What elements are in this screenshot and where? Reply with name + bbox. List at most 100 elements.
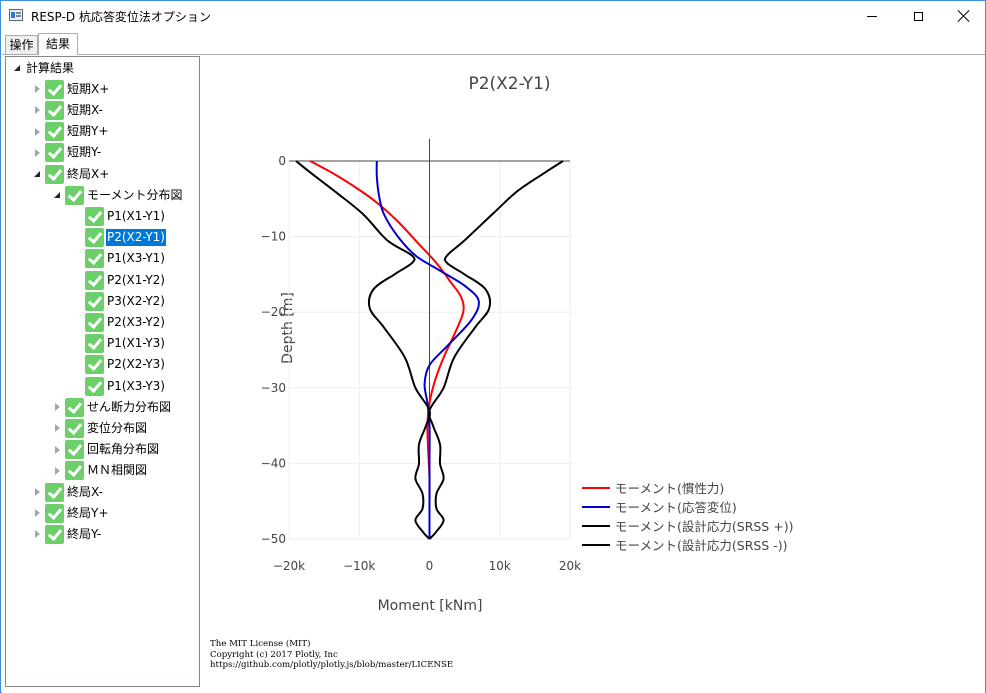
tree-item[interactable]: 短期Y+ (32, 122, 109, 142)
tree-item[interactable]: 終局Y- (32, 524, 102, 544)
expand-arrow-icon[interactable] (52, 423, 62, 433)
collapse-arrow-icon[interactable] (52, 190, 62, 200)
checkmark-icon[interactable] (85, 291, 104, 311)
tree-item[interactable]: 変位分布図 (52, 418, 148, 438)
tree-item[interactable]: P1(X1-Y3) (72, 334, 166, 354)
expand-arrow-icon[interactable] (32, 84, 42, 94)
moment-chart[interactable]: 0 −10 −20 −30 −40 −50 −20k −10k 0 10k 20k モーメント(慣性力… (202, 56, 984, 691)
tree-item[interactable]: 終局Y+ (32, 503, 109, 523)
tree-item[interactable]: P2(X1-Y2) (72, 270, 166, 290)
triangle-right-icon (54, 403, 60, 412)
triangle-right-icon (34, 85, 40, 94)
legend-label[interactable]: モーメント(設計応力(SRSS +)) (615, 519, 793, 534)
tree-item[interactable]: P2(X2-Y1) (72, 228, 167, 248)
tree-item[interactable]: P2(X2-Y3) (72, 355, 166, 375)
checkmark-icon[interactable] (85, 249, 104, 269)
checkmark-icon[interactable] (45, 79, 64, 99)
expand-arrow-icon[interactable] (32, 148, 42, 158)
series-line-srss-minus[interactable] (295, 160, 431, 540)
tree-item[interactable]: せん断力分布図 (52, 397, 172, 417)
tree-spacer (72, 211, 82, 221)
minimize-icon (867, 15, 877, 17)
minimize-button[interactable] (849, 1, 895, 31)
tree-spacer (72, 254, 82, 264)
tree-spacer (72, 360, 82, 370)
legend-label[interactable]: モーメント(設計応力(SRSS -)) (615, 538, 787, 553)
tree-item[interactable]: P1(X1-Y1) (72, 206, 166, 226)
tree-item[interactable]: P3(X2-Y2) (72, 291, 166, 311)
tree-item-label: P3(X2-Y2) (107, 293, 165, 308)
window-title: RESP-D 杭応答変位法オプション (31, 10, 211, 24)
checkmark-icon[interactable] (45, 164, 64, 184)
checkmark-icon[interactable] (45, 524, 64, 544)
checkmark-icon[interactable] (85, 355, 104, 375)
legend-label[interactable]: モーメント(慣性力) (615, 481, 724, 496)
expand-arrow-icon[interactable] (32, 508, 42, 518)
tree-item-label: モーメント分布図 (87, 187, 183, 202)
checkmark-icon[interactable] (85, 228, 104, 248)
tree-item[interactable]: P1(X3-Y1) (72, 249, 166, 269)
maximize-icon (913, 11, 923, 21)
tree-item[interactable]: ＭＮ相関図 (52, 461, 148, 481)
tree-item[interactable]: P1(X3-Y3) (72, 376, 166, 396)
checkmark-icon[interactable] (45, 100, 64, 120)
tree-item[interactable]: モーメント分布図 (52, 185, 184, 205)
expand-arrow-icon[interactable] (52, 445, 62, 455)
tree-item-label: P2(X1-Y2) (107, 272, 165, 287)
y-tick-label: −50 (261, 532, 286, 546)
tree-item[interactable]: 短期X+ (32, 79, 110, 99)
expand-arrow-icon[interactable] (32, 487, 42, 497)
tree-item[interactable]: 計算結果 (12, 58, 75, 78)
tree-item[interactable]: 終局X- (32, 482, 104, 502)
tree-item-label: P2(X2-Y3) (107, 357, 165, 372)
y-tick-label: −10 (261, 230, 286, 244)
checkmark-icon[interactable] (45, 482, 64, 502)
tree-spacer (72, 296, 82, 306)
checkmark-icon[interactable] (65, 440, 84, 460)
tree-item[interactable]: 短期Y- (32, 143, 102, 163)
tree-item[interactable]: 終局X+ (32, 164, 110, 184)
expand-arrow-icon[interactable] (32, 105, 42, 115)
checkmark-icon[interactable] (85, 334, 104, 354)
legend-label[interactable]: モーメント(応答変位) (615, 500, 737, 515)
checkmark-icon[interactable] (65, 418, 84, 438)
tree-item-label: 回転角分布図 (87, 442, 160, 457)
expand-arrow-icon[interactable] (32, 529, 42, 539)
results-tree[interactable]: 計算結果 短期X+ 短期X- 短期Y+ 短期Y- 終局X+ モーメント分布図 P1(X1-Y1… (5, 56, 200, 687)
checkmark-icon[interactable] (45, 503, 64, 523)
tree-spacer (72, 339, 82, 349)
tab-results[interactable]: 結果 (38, 33, 78, 55)
series-line-srss-plus[interactable] (428, 160, 564, 540)
series-line-response[interactable] (375, 160, 480, 539)
expand-arrow-icon[interactable] (52, 466, 62, 476)
tab-operation[interactable]: 操作 (5, 35, 38, 54)
tree-spacer (72, 317, 82, 327)
checkmark-icon[interactable] (85, 270, 104, 290)
expand-arrow-icon[interactable] (52, 402, 62, 412)
title-bar[interactable]: RESP-D 杭応答変位法オプション (1, 1, 985, 31)
triangle-right-icon (34, 509, 40, 518)
collapse-arrow-icon[interactable] (32, 169, 42, 179)
close-button[interactable] (941, 1, 986, 31)
tree-item[interactable]: 回転角分布図 (52, 440, 160, 460)
tree-item-label: 終局X- (67, 484, 103, 499)
checkmark-icon[interactable] (65, 185, 84, 205)
tree-item[interactable]: P2(X3-Y2) (72, 312, 166, 332)
checkmark-icon[interactable] (65, 397, 84, 417)
checkmark-icon[interactable] (85, 312, 104, 332)
tree-item-label: P1(X3-Y3) (107, 378, 165, 393)
series-line-inertia[interactable] (309, 160, 465, 539)
collapse-arrow-icon[interactable] (12, 63, 22, 73)
checkmark-icon[interactable] (85, 376, 104, 396)
tree-item-label: 終局Y- (67, 526, 102, 541)
tree-item[interactable]: 短期X- (32, 100, 104, 120)
checkmark-icon[interactable] (85, 206, 104, 226)
maximize-button[interactable] (895, 1, 941, 31)
triangle-right-icon (34, 530, 40, 539)
checkmark-icon[interactable] (45, 143, 64, 163)
triangle-right-icon (34, 106, 40, 115)
expand-arrow-icon[interactable] (32, 127, 42, 137)
checkmark-icon[interactable] (65, 461, 84, 481)
checkmark-icon[interactable] (45, 122, 64, 142)
